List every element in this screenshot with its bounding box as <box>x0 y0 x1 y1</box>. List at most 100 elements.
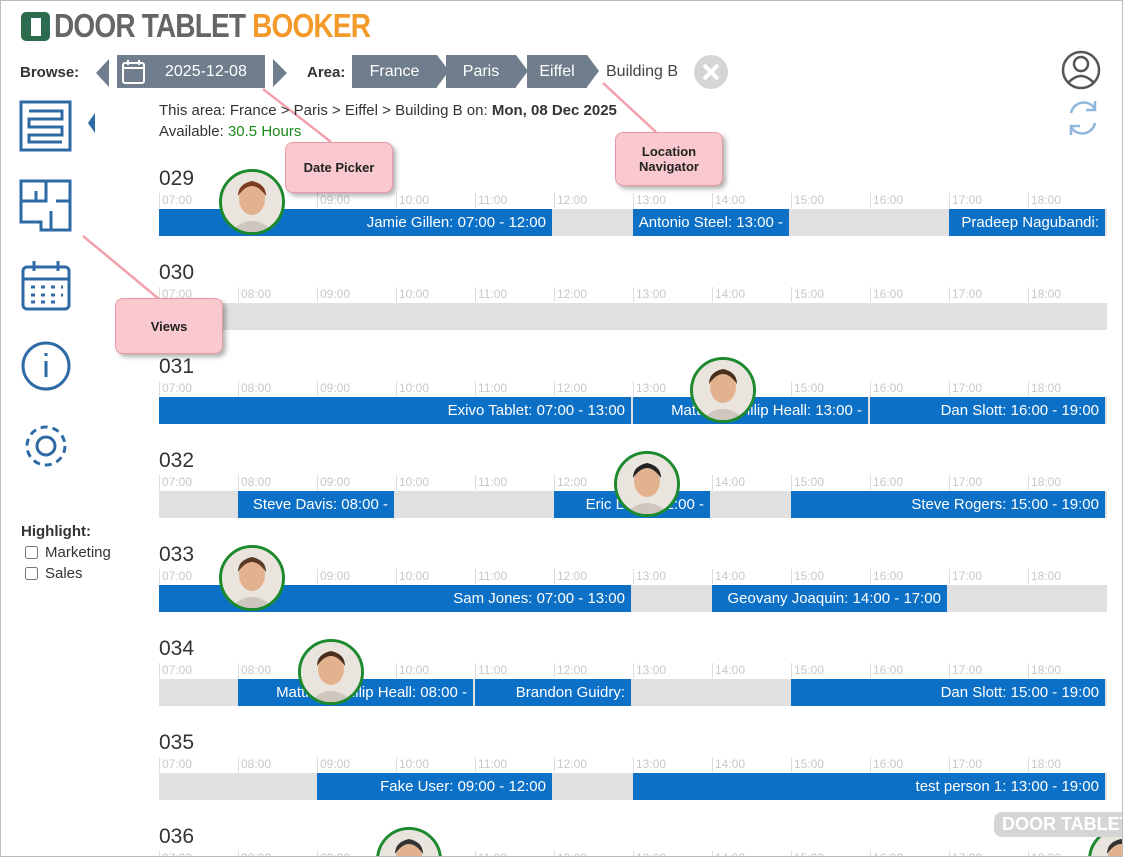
hour-label: 07:00 <box>159 663 238 678</box>
checkbox[interactable] <box>25 546 38 559</box>
hour-label: 07:00 <box>159 193 238 208</box>
room-name: 035 <box>159 731 195 754</box>
hour-label: 10:00 <box>396 757 475 772</box>
booking[interactable]: Antonio Steel: 13:00 - <box>633 209 789 236</box>
hour-label: 18:00 <box>1028 663 1107 678</box>
avatar <box>219 545 285 611</box>
hour-label: 09:00 <box>317 475 396 490</box>
hour-label: 14:00 <box>712 193 791 208</box>
hour-label: 17:00 <box>949 569 1028 584</box>
hour-label: 09:00 <box>317 381 396 396</box>
booking[interactable]: Jamie Gillen: 07:00 - 12:00 <box>159 209 552 236</box>
checkbox[interactable] <box>25 567 38 580</box>
free-slot <box>159 303 1107 330</box>
hour-label: 12:00 <box>554 287 633 302</box>
next-date[interactable] <box>273 59 287 87</box>
booking[interactable]: Dan Slott: 16:00 - 19:00 <box>870 397 1105 424</box>
booking[interactable]: Exivo Tablet: 07:00 - 13:00 <box>159 397 631 424</box>
hour-label: 13:00 <box>633 193 712 208</box>
face <box>301 642 361 702</box>
hour-label: 17:00 <box>949 663 1028 678</box>
hour-label: 14:00 <box>712 475 791 490</box>
date: 2025-12-08 <box>165 63 247 80</box>
hour-label: 16:00 <box>870 569 949 584</box>
available-label: Available: <box>159 123 224 140</box>
hour-label: 10:00 <box>396 193 475 208</box>
booking[interactable]: Geovany Joaquin: 14:00 - 17:00 <box>712 585 947 612</box>
hour-label: 16:00 <box>870 475 949 490</box>
hour-label: 10:00 <box>396 381 475 396</box>
hour-label: 09:00 <box>317 193 396 208</box>
hour-label: 11:00 <box>475 381 554 396</box>
hour-label: 18:00 <box>1028 381 1107 396</box>
hour-label: 07:00 <box>159 757 238 772</box>
calendar-icon <box>122 60 145 84</box>
breadcrumb[interactable]: Paris <box>446 55 528 88</box>
highlight-option[interactable]: Marketing <box>25 544 111 561</box>
booking[interactable]: Steve Davis: 08:00 - <box>238 491 394 518</box>
hour-label: 11:00 <box>475 475 554 490</box>
refresh-icon[interactable] <box>1069 101 1097 135</box>
booking[interactable]: Steve Rogers: 15:00 - 19:00 <box>791 491 1105 518</box>
highlight-option[interactable]: Sales <box>25 565 83 582</box>
hour-label: 17:00 <box>949 287 1028 302</box>
area-date: Mon, 08 Dec 2025 <box>491 102 617 119</box>
hour-label: 18:00 <box>1028 569 1107 584</box>
user-icon[interactable] <box>1061 50 1101 90</box>
hour-label: 12:00 <box>554 757 633 772</box>
breadcrumb[interactable]: France <box>352 55 449 88</box>
option-label: Marketing <box>45 544 111 561</box>
hour-label: 07:00 <box>159 569 238 584</box>
hour-label: 17:00 <box>949 475 1028 490</box>
hour-label: 14:00 <box>712 663 791 678</box>
booking[interactable]: Fake User: 09:00 - 12:00 <box>317 773 552 800</box>
hour-label: 07:00 <box>159 381 238 396</box>
hour-label: 13:00 <box>633 381 712 396</box>
hour-label: 12:00 <box>554 663 633 678</box>
hour-label: 16:00 <box>870 193 949 208</box>
browse-label: Browse: <box>20 64 80 81</box>
settings[interactable] <box>35 435 57 457</box>
hour-label: 16:00 <box>870 851 949 856</box>
hour-label: 13:00 <box>633 569 712 584</box>
hour-label: 14:00 <box>712 851 791 856</box>
logo-text: DOOR TABLET <box>54 7 246 44</box>
hour-label: 11:00 <box>475 757 554 772</box>
booking[interactable]: Brandon Guidry: <box>475 679 631 706</box>
hour-label: 12:00 <box>554 569 633 584</box>
hour-label: 12:00 <box>554 475 633 490</box>
option-label: Sales <box>45 565 83 582</box>
booking[interactable]: Pradeep Nagubandi: <box>949 209 1105 236</box>
booking[interactable]: test person 1: 13:00 - 19:00 <box>633 773 1105 800</box>
booking[interactable]: Dan Slott: 15:00 - 19:00 <box>791 679 1105 706</box>
hour-label: 11:00 <box>475 193 554 208</box>
face <box>222 548 282 608</box>
hour-label: 12:00 <box>554 381 633 396</box>
logo: DOOR TABLET BOOKER <box>54 7 371 45</box>
room-name: 033 <box>159 543 195 566</box>
callout: Views <box>115 298 223 354</box>
hour-label: 09:00 <box>317 757 396 772</box>
view-calendar[interactable] <box>21 265 71 311</box>
prev-date[interactable] <box>96 59 109 87</box>
room-name: 036 <box>159 825 195 848</box>
breadcrumb[interactable]: Eiffel <box>527 55 599 88</box>
hour-label: 08:00 <box>238 381 317 396</box>
logo-text: BOOKER <box>252 7 371 44</box>
hour-label: 13:00 <box>633 851 712 856</box>
hour-label: 07:00 <box>159 851 238 856</box>
view-map[interactable] <box>19 179 72 232</box>
hour-label: 15:00 <box>791 851 870 856</box>
hour-label: 15:00 <box>791 663 870 678</box>
hour-label: 14:00 <box>712 569 791 584</box>
view-info[interactable] <box>21 341 71 391</box>
area-path: This area: France > Paris > Eiffel > Bui… <box>159 102 488 119</box>
hour-label: 10:00 <box>396 663 475 678</box>
area-label: Area: <box>307 64 346 81</box>
hour-label: 18:00 <box>1028 193 1107 208</box>
hour-label: 14:00 <box>712 287 791 302</box>
view-floor[interactable] <box>19 100 72 152</box>
hour-label: 11:00 <box>475 287 554 302</box>
hour-label: 12:00 <box>554 193 633 208</box>
